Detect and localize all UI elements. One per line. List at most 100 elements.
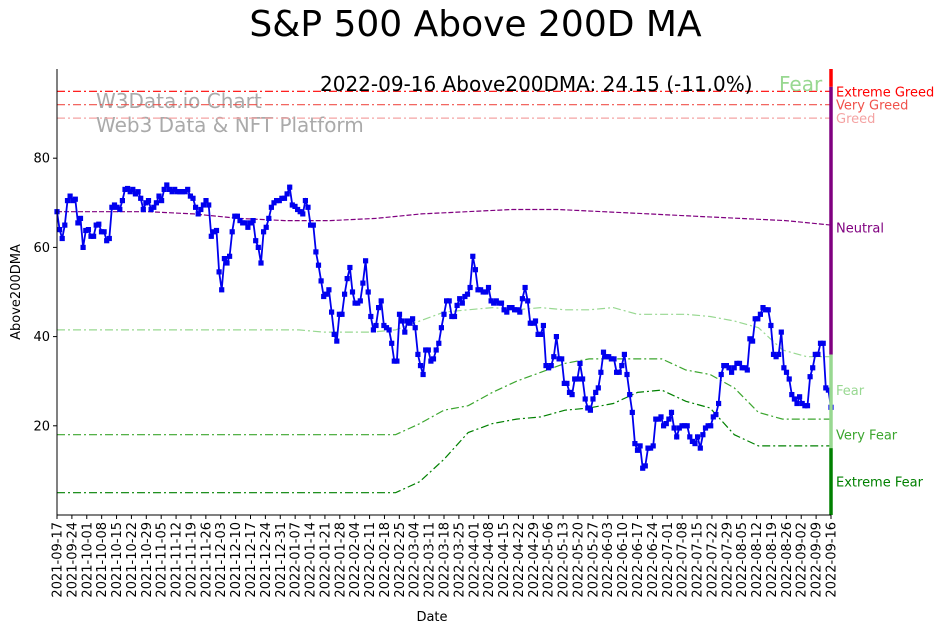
data-point [394, 358, 400, 364]
data-point [595, 385, 601, 391]
data-point [569, 392, 575, 398]
data-point [742, 365, 748, 371]
data-point [799, 400, 805, 407]
sentiment-annotation: Fear [779, 72, 823, 96]
data-point [658, 414, 664, 420]
data-point [300, 211, 306, 217]
x-tick-label: 2022-08-19 [765, 522, 780, 598]
data-point [190, 195, 196, 201]
x-tick-label: 2022-03-04 [408, 522, 423, 598]
data-point [151, 204, 157, 210]
data-point [85, 227, 91, 233]
latest-value-annotation: 2022-09-16 Above200DMA: 24.15 (-11.0%) [320, 72, 753, 96]
band-line-very-fear [57, 358, 831, 436]
x-tick-label: 2022-09-16 [825, 522, 840, 598]
data-point [161, 186, 167, 192]
data-point [135, 189, 141, 195]
data-point [671, 425, 677, 431]
x-tick-label: 2021-10-15 [110, 522, 125, 598]
data-point [430, 356, 437, 362]
data-point [221, 256, 227, 262]
data-point [148, 206, 154, 213]
data-point [213, 227, 220, 234]
data-point [360, 280, 366, 286]
data-point [695, 434, 701, 440]
data-point [789, 392, 795, 398]
data-point [783, 369, 790, 375]
data-point [193, 204, 199, 210]
data-point [464, 291, 471, 297]
x-tick-label: 2021-12-10 [229, 522, 244, 598]
band-label: Very Fear [836, 429, 898, 444]
data-point [245, 224, 251, 230]
data-point [229, 229, 235, 235]
data-point [261, 229, 267, 235]
data-point [389, 340, 395, 346]
data-point [425, 347, 431, 353]
data-point [153, 200, 159, 206]
data-point [449, 313, 455, 320]
data-point [318, 278, 324, 284]
data-point [807, 374, 813, 380]
band-label: Greed [836, 112, 875, 127]
x-tick-label: 2022-07-22 [705, 522, 720, 598]
data-point [454, 302, 460, 308]
data-point [402, 329, 408, 335]
data-point [339, 311, 345, 317]
data-point [64, 198, 71, 204]
data-point [106, 235, 112, 242]
data-point [781, 365, 787, 371]
data-point [219, 287, 225, 293]
data-point [159, 198, 165, 204]
data-point [145, 198, 152, 204]
data-point [540, 322, 546, 329]
data-point [62, 222, 68, 228]
data-point [363, 258, 369, 264]
x-tick-label: 2021-09-17 [51, 522, 66, 598]
data-point [590, 396, 596, 402]
data-point [334, 338, 340, 344]
x-tick-label: 2022-09-02 [795, 522, 810, 598]
x-tick-label: 2021-12-31 [274, 522, 289, 598]
x-tick-label: 2022-08-26 [780, 522, 795, 598]
data-point [634, 447, 641, 453]
x-tick-label: 2022-03-25 [452, 522, 467, 598]
data-point [483, 289, 489, 295]
x-tick-label: 2022-02-11 [363, 522, 378, 598]
data-point [59, 235, 65, 242]
data-point [164, 182, 170, 188]
data-point [365, 289, 371, 295]
data-point [718, 371, 724, 378]
data-point [514, 307, 520, 313]
y-tick-label: 20 [33, 419, 50, 434]
data-point [726, 365, 732, 371]
x-tick-label: 2022-08-05 [735, 522, 750, 598]
data-point [253, 238, 259, 244]
data-point [101, 229, 107, 235]
data-point [83, 227, 89, 234]
data-point [700, 432, 706, 438]
data-point [331, 331, 337, 337]
data-point [716, 400, 722, 407]
x-tick-label: 2022-07-01 [661, 522, 676, 598]
data-point [237, 218, 243, 224]
y-tick-label: 40 [33, 330, 50, 345]
x-tick-label: 2022-04-08 [482, 522, 497, 598]
x-tick-label: 2022-03-11 [423, 522, 438, 598]
x-tick-label: 2021-11-26 [199, 522, 214, 598]
data-point [57, 227, 63, 233]
data-point [525, 298, 531, 304]
x-tick-label: 2022-04-22 [512, 522, 527, 598]
data-point [708, 423, 714, 429]
x-tick-label: 2022-01-28 [333, 522, 348, 598]
x-tick-label: 2022-04-01 [467, 522, 482, 598]
data-point [292, 203, 298, 209]
data-point [185, 186, 191, 192]
x-tick-label: 2021-12-03 [214, 522, 229, 598]
x-tick-label: 2021-10-29 [140, 522, 155, 598]
x-tick-label: 2021-11-05 [155, 522, 170, 598]
data-point [504, 309, 510, 315]
data-point [713, 412, 719, 418]
data-point [587, 407, 593, 413]
